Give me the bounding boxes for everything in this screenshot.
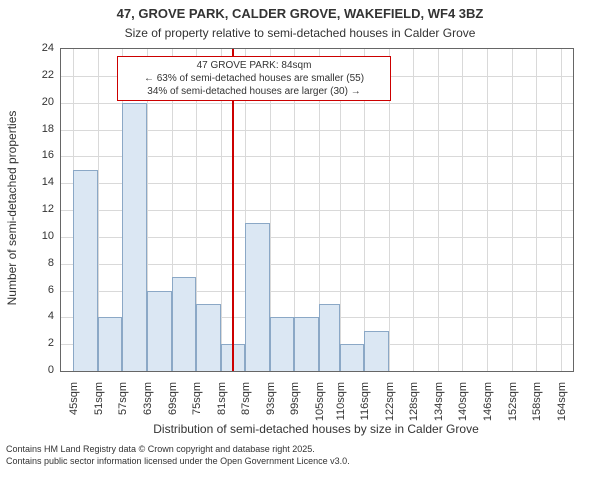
- y-axis-label: Number of semi-detached properties: [5, 47, 19, 369]
- xtick-label: 69sqm: [167, 382, 179, 432]
- xtick-label: 105sqm: [314, 382, 326, 432]
- xtick-label: 164sqm: [556, 382, 568, 432]
- xtick-label: 122sqm: [384, 382, 396, 432]
- xtick-label: 87sqm: [240, 382, 252, 432]
- histogram-bar: [172, 277, 197, 371]
- ytick-label: 18: [42, 123, 54, 135]
- histogram-bar: [196, 304, 221, 371]
- annotation-box: 47 GROVE PARK: 84sqm← 63% of semi-detach…: [117, 56, 391, 101]
- grid-line-v: [413, 49, 414, 371]
- xtick-label: 99sqm: [289, 382, 301, 432]
- xtick-label: 140sqm: [457, 382, 469, 432]
- ytick-label: 2: [48, 337, 54, 349]
- xtick-label: 45sqm: [68, 382, 80, 432]
- xtick-label: 128sqm: [408, 382, 420, 432]
- annotation-line: 47 GROVE PARK: 84sqm: [124, 59, 384, 72]
- xtick-label: 93sqm: [265, 382, 277, 432]
- xtick-label: 110sqm: [335, 382, 347, 432]
- histogram-bar: [340, 344, 365, 371]
- xtick-label: 146sqm: [482, 382, 494, 432]
- xtick-label: 81sqm: [216, 382, 228, 432]
- xtick-label: 116sqm: [359, 382, 371, 432]
- histogram-bar: [319, 304, 339, 371]
- ytick-label: 22: [42, 69, 54, 81]
- ytick-label: 6: [48, 284, 54, 296]
- ytick-label: 0: [48, 364, 54, 376]
- footer-attribution: Contains HM Land Registry data © Crown c…: [6, 444, 350, 467]
- footer-line-1: Contains HM Land Registry data © Crown c…: [6, 444, 350, 456]
- ytick-label: 24: [42, 42, 54, 54]
- ytick-label: 4: [48, 310, 54, 322]
- histogram-bar: [147, 291, 172, 372]
- ytick-label: 20: [42, 96, 54, 108]
- histogram-bar: [98, 317, 123, 371]
- histogram-bar: [122, 103, 147, 371]
- grid-line-v: [462, 49, 463, 371]
- histogram-bar: [294, 317, 319, 371]
- xtick-label: 75sqm: [191, 382, 203, 432]
- grid-line-v: [487, 49, 488, 371]
- chart-container: 47, GROVE PARK, CALDER GROVE, WAKEFIELD,…: [0, 0, 600, 500]
- xtick-label: 152sqm: [507, 382, 519, 432]
- xtick-label: 57sqm: [117, 382, 129, 432]
- histogram-bar: [364, 331, 389, 371]
- xtick-label: 51sqm: [93, 382, 105, 432]
- ytick-label: 8: [48, 257, 54, 269]
- ytick-label: 14: [42, 176, 54, 188]
- grid-line-v: [536, 49, 537, 371]
- grid-line-v: [512, 49, 513, 371]
- grid-line-v: [561, 49, 562, 371]
- ytick-label: 10: [42, 230, 54, 242]
- ytick-label: 16: [42, 149, 54, 161]
- footer-line-2: Contains public sector information licen…: [6, 456, 350, 468]
- xtick-label: 158sqm: [531, 382, 543, 432]
- xtick-label: 63sqm: [142, 382, 154, 432]
- annotation-line: 34% of semi-detached houses are larger (…: [124, 85, 384, 98]
- chart-title: 47, GROVE PARK, CALDER GROVE, WAKEFIELD,…: [0, 6, 600, 21]
- xtick-label: 134sqm: [433, 382, 445, 432]
- histogram-bar: [73, 170, 98, 371]
- annotation-line: ← 63% of semi-detached houses are smalle…: [124, 72, 384, 85]
- histogram-bar: [245, 223, 270, 371]
- chart-subtitle: Size of property relative to semi-detach…: [0, 26, 600, 40]
- ytick-label: 12: [42, 203, 54, 215]
- grid-line-v: [438, 49, 439, 371]
- histogram-bar: [270, 317, 295, 371]
